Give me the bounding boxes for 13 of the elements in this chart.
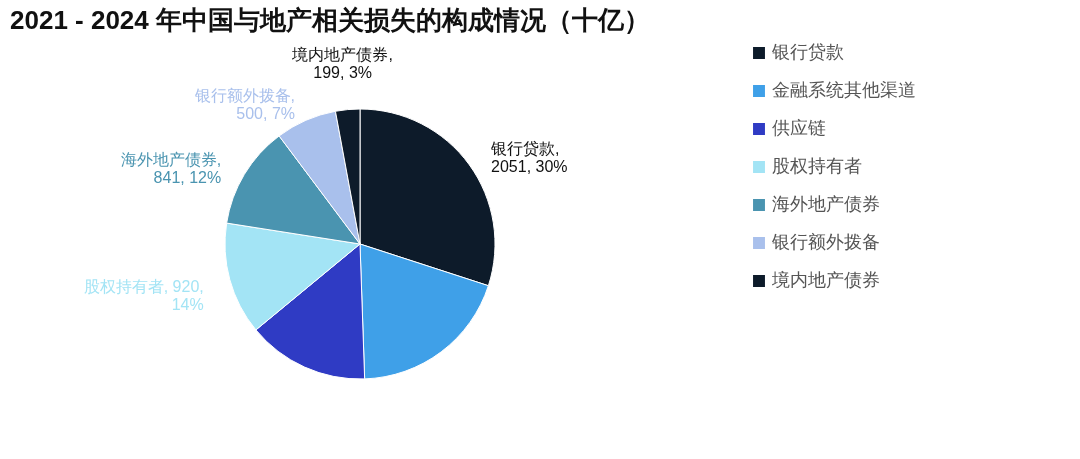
data-label: 银行额外拨备, 500, 7% [193, 86, 296, 122]
legend-label: 境内地产债券 [771, 270, 880, 290]
data-label: 股权持有者, 920, 14% [83, 277, 204, 313]
data-label: 海外地产债券, 841, 12% [120, 151, 222, 187]
legend-label: 股权持有者 [772, 156, 862, 176]
data-label: 境内地产债券, 199, 3% [291, 45, 393, 81]
legend-label: 银行额外拨备 [771, 232, 880, 252]
chart-title: 2021 - 2024 年中国与地产相关损失的构成情况（十亿） [10, 5, 651, 35]
legend-label: 供应链 [772, 118, 826, 138]
legend-label: 银行贷款 [771, 42, 844, 62]
legend-label: 海外地产债券 [772, 194, 880, 214]
data-label: 银行贷款, 2051, 30% [490, 139, 568, 175]
legend-label: 金融系统其他渠道 [772, 80, 916, 100]
